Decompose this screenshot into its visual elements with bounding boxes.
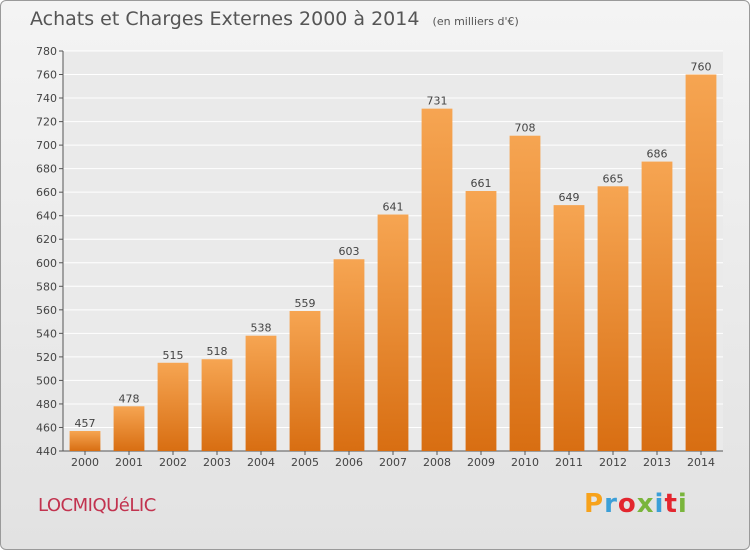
bar-value-label: 665 [603,172,624,185]
x-tick-label: 2011 [555,456,583,469]
bar-value-label: 760 [691,61,712,74]
logo-letter: r [604,489,618,519]
x-tick-label: 2009 [467,456,495,469]
y-tick-label: 780 [36,45,57,58]
logo-letter: P [584,489,605,519]
bar-value-label: 661 [471,177,492,190]
bar-2003 [201,359,233,451]
x-tick-label: 2014 [687,456,715,469]
bar-2014 [685,74,717,451]
x-tick-label: 2013 [643,456,671,469]
bar-value-label: 686 [647,148,668,161]
bar-value-label: 603 [339,245,360,258]
x-tick-label: 2007 [379,456,407,469]
y-tick-label: 460 [36,421,57,434]
y-tick-label: 700 [36,139,57,152]
logo-letter: t [664,489,678,519]
bar-2010 [509,135,541,452]
bar-2009 [465,191,497,451]
x-tick-label: 2001 [115,456,143,469]
x-tick-label: 2012 [599,456,627,469]
y-tick-label: 580 [36,280,57,293]
bar-2008 [421,108,453,451]
bar-value-label: 708 [515,122,536,135]
y-tick-label: 760 [36,69,57,82]
x-tick-label: 2000 [71,456,99,469]
logo-letter: x [636,489,655,519]
x-tick-label: 2004 [247,456,275,469]
y-tick-label: 740 [36,92,57,105]
bar-2011 [553,205,585,451]
labels: 440 460 480 500 520 540 560 580 600 620 640 660 680 7… [36,45,715,469]
x-tick-label: 2008 [423,456,451,469]
bar-value-label: 559 [295,297,316,310]
title-row: Achats et Charges Externes 2000 à 2014 (… [30,8,519,30]
bar-value-label: 515 [163,349,184,362]
bar-value-label: 457 [75,417,96,430]
bar-2013 [641,161,673,451]
logo-letter: o [617,489,637,519]
x-tick-label: 2010 [511,456,539,469]
y-tick-label: 680 [36,163,57,176]
chart-subtitle: (en milliers d'€) [432,15,519,28]
bar-value-label: 649 [559,191,580,204]
logo-letter: i [677,489,688,519]
bar-2006 [333,259,365,451]
y-tick-label: 720 [36,116,57,129]
bar-2002 [157,362,189,451]
bar-value-label: 538 [251,322,272,335]
x-tick-label: 2005 [291,456,319,469]
chart-title: Achats et Charges Externes 2000 à 2014 [30,8,420,30]
y-tick-label: 500 [36,374,57,387]
x-tick-label: 2003 [203,456,231,469]
y-tick-label: 660 [36,186,57,199]
bar-2001 [113,406,145,451]
place-name: LOCMIQUéLIC [38,495,156,516]
y-tick-label: 640 [36,210,57,223]
y-tick-label: 440 [36,445,57,458]
bar-2000 [69,431,101,451]
x-tick-label: 2002 [159,456,187,469]
logo-letter: i [654,489,665,519]
y-tick-label: 520 [36,351,57,364]
bar-2005 [289,311,321,451]
y-tick-label: 560 [36,304,57,317]
bars [69,74,717,452]
bar-value-label: 478 [119,392,140,405]
y-tick-label: 620 [36,233,57,246]
bar-value-label: 518 [207,345,228,358]
y-tick-label: 480 [36,398,57,411]
y-tick-label: 540 [36,327,57,340]
proxiti-logo[interactable]: Proxiti [584,489,688,519]
bar-value-label: 731 [427,95,448,108]
y-tick-label: 600 [36,257,57,270]
bar-2012 [597,186,629,451]
bar-value-label: 641 [383,201,404,214]
x-tick-label: 2006 [335,456,363,469]
bar-2007 [377,214,409,451]
bar-2004 [245,335,277,451]
